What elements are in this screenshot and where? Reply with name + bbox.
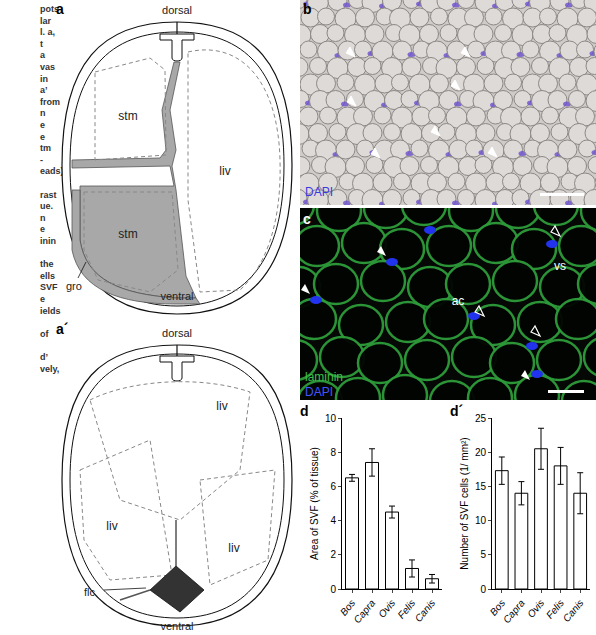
svg-text:ventral: ventral — [160, 620, 193, 632]
svg-text:e: e — [40, 132, 45, 142]
svg-text:e: e — [40, 224, 45, 234]
svg-text:ac: ac — [452, 294, 465, 308]
svg-text:-: - — [40, 155, 43, 165]
svg-text:b: b — [303, 1, 312, 17]
svg-text:dorsal: dorsal — [162, 327, 192, 339]
svg-text:dorsal: dorsal — [162, 4, 192, 16]
svg-text:the: the — [40, 259, 54, 269]
svg-text:liv: liv — [106, 519, 117, 533]
svg-text:a: a — [56, 1, 64, 17]
svg-text:stm: stm — [118, 109, 137, 123]
svg-text:l. a,: l. a, — [40, 27, 55, 37]
svg-text:vas: vas — [40, 62, 55, 72]
svg-text:lar: lar — [40, 16, 52, 26]
svg-text:vs: vs — [554, 259, 566, 273]
svg-text:liv: liv — [219, 164, 230, 178]
svg-text:Felis: Felis — [544, 597, 566, 620]
svg-text:4: 4 — [330, 515, 336, 526]
svg-text:2: 2 — [330, 549, 336, 560]
svg-text:vely,: vely, — [40, 364, 59, 374]
svg-text:Area of SVF (% of tissue): Area of SVF (% of tissue) — [309, 447, 320, 560]
svg-text:a´: a´ — [56, 321, 69, 337]
svg-text:Number of SVF cells (1/ mm²): Number of SVF cells (1/ mm²) — [459, 437, 470, 569]
svg-text:e: e — [40, 120, 45, 130]
svg-text:pots: pots — [40, 4, 59, 14]
svg-text:Bos: Bos — [488, 597, 508, 617]
svg-text:10: 10 — [325, 413, 337, 424]
svg-text:ventral: ventral — [160, 290, 193, 302]
svg-text:25: 25 — [475, 413, 487, 424]
svg-text:stm: stm — [118, 227, 137, 241]
svg-text:5: 5 — [480, 549, 486, 560]
svg-text:a: a — [40, 50, 46, 60]
svg-text:from: from — [40, 97, 60, 107]
svg-text:eads): eads) — [40, 166, 64, 176]
svg-text:inin: inin — [40, 236, 56, 246]
svg-text:in: in — [40, 74, 48, 84]
svg-text:gro: gro — [66, 280, 82, 292]
svg-text:of: of — [40, 329, 49, 339]
svg-text:d: d — [300, 403, 309, 419]
svg-text:Canis: Canis — [561, 597, 586, 624]
svg-text:0: 0 — [330, 584, 336, 595]
svg-text:a’: a’ — [40, 85, 48, 95]
svg-text:ields: ields — [40, 306, 61, 316]
svg-text:Bos: Bos — [338, 597, 358, 617]
svg-text:e: e — [40, 294, 45, 304]
svg-text:Ovis: Ovis — [376, 597, 397, 619]
svg-text:flc: flc — [84, 586, 96, 598]
svg-text:Ovis: Ovis — [525, 597, 546, 619]
svg-text:n: n — [40, 213, 46, 223]
svg-text:15: 15 — [475, 481, 487, 492]
svg-text:0: 0 — [480, 584, 486, 595]
svg-text:DAPI: DAPI — [305, 185, 333, 199]
svg-text:d´: d´ — [450, 403, 464, 419]
svg-text:d’: d’ — [40, 352, 48, 362]
svg-text:t: t — [40, 39, 43, 49]
svg-text:laminin: laminin — [305, 370, 343, 384]
svg-text:rast: rast — [40, 190, 57, 200]
svg-text:Canis: Canis — [412, 597, 437, 624]
svg-text:Felis: Felis — [395, 597, 417, 620]
svg-text:20: 20 — [475, 447, 487, 458]
svg-text:ells: ells — [40, 271, 55, 281]
svg-text:ue.: ue. — [40, 201, 53, 211]
svg-text:liv: liv — [216, 399, 227, 413]
svg-text:Capra: Capra — [351, 597, 377, 625]
svg-text:c: c — [303, 211, 311, 227]
svg-text:n: n — [40, 108, 46, 118]
svg-text:10: 10 — [475, 515, 487, 526]
svg-text:6: 6 — [330, 481, 336, 492]
svg-text:tm: tm — [40, 143, 51, 153]
svg-text:DAPI: DAPI — [305, 385, 333, 399]
svg-text:8: 8 — [330, 447, 336, 458]
svg-text:Capra: Capra — [501, 597, 527, 625]
svg-text:liv: liv — [228, 541, 239, 555]
svg-text:SVF: SVF — [40, 282, 58, 292]
